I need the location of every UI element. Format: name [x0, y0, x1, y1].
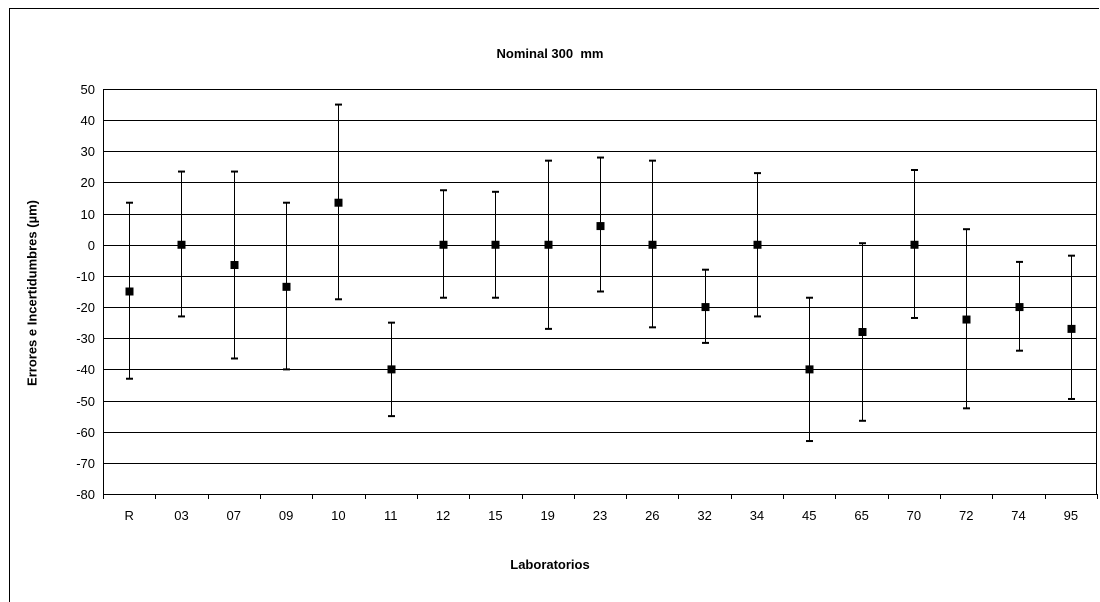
data-point: [805, 365, 814, 374]
x-tick-label: 74: [1011, 508, 1025, 523]
x-tick-label: R: [124, 508, 133, 523]
data-point: [910, 240, 919, 249]
x-tick-label: 09: [279, 508, 293, 523]
data-point: [596, 222, 605, 231]
x-tick-label: 19: [540, 508, 554, 523]
data-point: [491, 240, 500, 249]
x-tick-label: 26: [645, 508, 659, 523]
data-point: [701, 303, 710, 312]
data-point: [125, 287, 134, 296]
x-axis-title: Laboratorios: [510, 557, 590, 572]
data-point: [858, 328, 867, 336]
data-point: [962, 315, 971, 324]
data-point: [177, 240, 186, 249]
chart-title: Nominal 300 mm: [496, 46, 604, 61]
data-point: [1015, 303, 1024, 312]
axis-layer: 50 40 30 20 10 0 -10 -20 -30 -40 -50 -60 -70 -80 R 03 07…: [76, 82, 1098, 523]
data-point: [334, 198, 343, 207]
chart-frame: [9, 8, 1099, 602]
x-tick-label: 12: [436, 508, 450, 523]
x-tick-label: 34: [750, 508, 764, 523]
data-point: [753, 240, 762, 249]
data-point: [1067, 324, 1076, 333]
x-tick-label: 07: [227, 508, 241, 523]
x-tick-label: 11: [384, 508, 398, 523]
y-tick-label: -40: [76, 362, 95, 377]
data-layer: [125, 103, 1076, 443]
x-tick-label: 95: [1064, 508, 1078, 523]
y-tick-label: -50: [76, 394, 95, 409]
data-point: [230, 261, 239, 270]
y-tick-label: -10: [76, 269, 95, 284]
x-tick-label: 70: [907, 508, 921, 523]
y-tick-label: -20: [76, 300, 95, 315]
y-tick-label: 30: [81, 144, 95, 159]
plot-border: [103, 89, 1097, 495]
x-tick-label: 32: [697, 508, 711, 523]
x-tick-label: 65: [854, 508, 868, 523]
data-point: [648, 240, 657, 249]
y-tick-label: -60: [76, 425, 95, 440]
y-tick-label: 50: [81, 82, 95, 97]
y-tick-label: -30: [76, 331, 95, 346]
y-tick-label: 40: [81, 113, 95, 128]
x-tick-label: 15: [488, 508, 502, 523]
y-tick-label: 0: [88, 238, 95, 253]
data-point: [544, 240, 553, 249]
x-tick-label: 10: [331, 508, 345, 523]
data-point: [282, 282, 291, 291]
x-tick-label: 03: [174, 508, 188, 523]
y-tick-label: 20: [81, 175, 95, 190]
x-tick-label: 23: [593, 508, 607, 523]
data-point: [387, 365, 396, 374]
data-point: [439, 240, 448, 249]
y-tick-label: 10: [81, 207, 95, 222]
x-tick-label: 72: [959, 508, 973, 523]
x-tick-label: 45: [802, 508, 816, 523]
y-tick-label: -80: [76, 487, 95, 502]
y-tick-label: -70: [76, 456, 95, 471]
